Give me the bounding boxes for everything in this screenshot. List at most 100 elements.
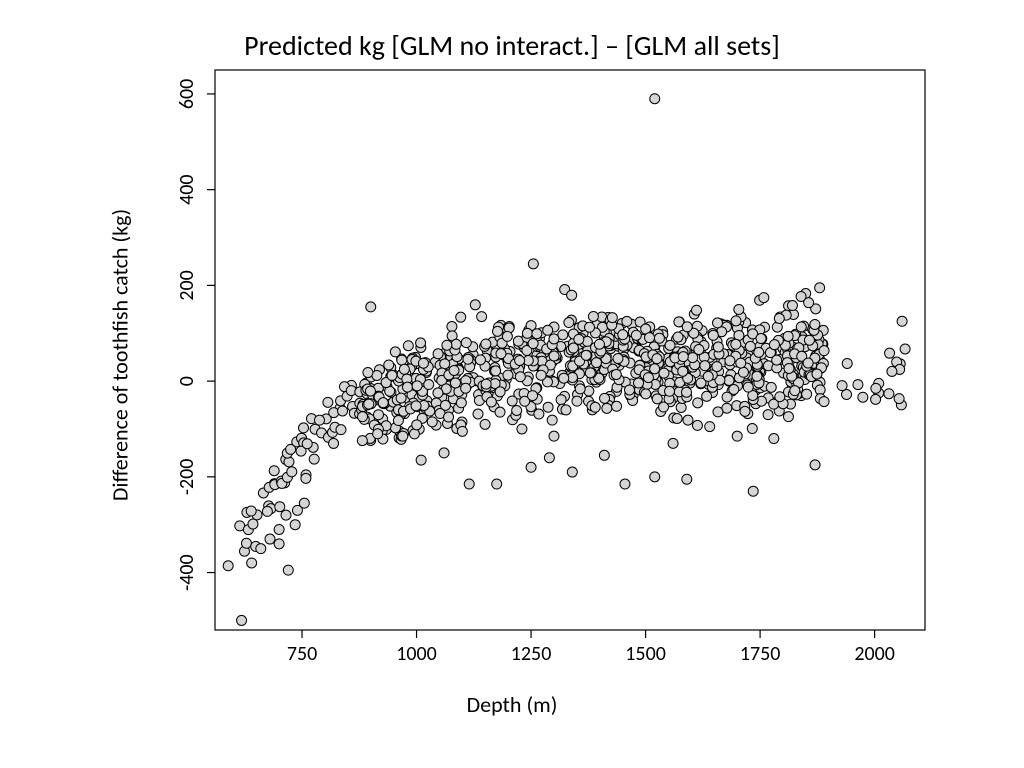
data-point — [532, 329, 542, 339]
data-point — [399, 364, 409, 374]
data-point — [515, 372, 525, 382]
data-point — [772, 355, 782, 365]
data-point — [796, 322, 806, 332]
data-point — [745, 341, 755, 351]
data-point — [611, 369, 621, 379]
data-point — [625, 385, 635, 395]
data-point — [740, 406, 750, 416]
data-point — [725, 356, 735, 366]
data-point — [416, 338, 426, 348]
data-point — [568, 343, 578, 353]
data-point — [734, 304, 744, 314]
data-point — [787, 301, 797, 311]
data-point — [366, 302, 376, 312]
data-point — [736, 358, 746, 368]
data-point — [503, 370, 513, 380]
data-point — [461, 338, 471, 348]
data-point — [299, 423, 309, 433]
data-point — [433, 349, 443, 359]
data-point — [804, 298, 814, 308]
data-point — [390, 347, 400, 357]
data-point — [544, 453, 554, 463]
data-point — [517, 424, 527, 434]
data-point — [223, 561, 233, 571]
data-point — [409, 429, 419, 439]
data-point — [456, 312, 466, 322]
data-point — [738, 367, 748, 377]
data-point — [641, 389, 651, 399]
data-point — [784, 363, 794, 373]
data-point — [274, 539, 284, 549]
data-point — [803, 358, 813, 368]
data-point — [654, 333, 664, 343]
data-point — [416, 455, 426, 465]
data-point — [534, 409, 544, 419]
svg-text:-400: -400 — [175, 554, 199, 591]
data-point — [700, 361, 710, 371]
data-point — [336, 425, 346, 435]
data-point — [743, 382, 753, 392]
data-point — [884, 389, 894, 399]
data-point — [512, 406, 522, 416]
data-point — [900, 344, 910, 354]
data-point — [507, 396, 517, 406]
data-point — [754, 347, 764, 357]
data-point — [612, 401, 622, 411]
data-point — [683, 415, 693, 425]
data-point — [713, 342, 723, 352]
data-point — [528, 391, 538, 401]
data-point — [528, 259, 538, 269]
data-point — [708, 330, 718, 340]
plot-svg: 75010001250150017502000-400-200020040060… — [0, 0, 1024, 768]
data-point — [819, 346, 829, 356]
data-point — [634, 378, 644, 388]
data-point — [650, 472, 660, 482]
data-point — [491, 366, 501, 376]
data-point — [480, 419, 490, 429]
data-point — [440, 359, 450, 369]
data-point — [665, 386, 675, 396]
data-point — [729, 385, 739, 395]
data-point — [567, 467, 577, 477]
data-point — [492, 479, 502, 489]
svg-text:1250: 1250 — [511, 642, 552, 666]
data-point — [665, 340, 675, 350]
data-point — [763, 410, 773, 420]
data-point — [858, 392, 868, 402]
data-point — [442, 340, 452, 350]
data-point — [365, 386, 375, 396]
data-point — [682, 474, 692, 484]
data-point — [673, 332, 683, 342]
data-point — [397, 355, 407, 365]
svg-text:1750: 1750 — [740, 642, 781, 666]
data-point — [724, 375, 734, 385]
data-point — [622, 316, 632, 326]
data-point — [547, 415, 557, 425]
data-point — [396, 393, 406, 403]
data-point — [572, 396, 582, 406]
data-point — [567, 290, 577, 300]
data-point — [281, 510, 291, 520]
data-point — [885, 348, 895, 358]
data-point — [607, 313, 617, 323]
data-point — [463, 354, 473, 364]
data-point — [536, 370, 546, 380]
svg-text:750: 750 — [287, 642, 317, 666]
data-point — [645, 333, 655, 343]
data-point — [812, 369, 822, 379]
data-point — [588, 311, 598, 321]
data-point — [439, 448, 449, 458]
data-point — [481, 339, 491, 349]
data-point — [496, 349, 506, 359]
data-point — [650, 94, 660, 104]
data-point — [703, 371, 713, 381]
data-point — [705, 422, 715, 432]
svg-text:1000: 1000 — [396, 642, 437, 666]
svg-text:200: 200 — [175, 270, 199, 300]
data-point — [470, 300, 480, 310]
data-point — [652, 354, 662, 364]
svg-text:-200: -200 — [175, 459, 199, 496]
data-point — [676, 402, 686, 412]
data-point — [486, 397, 496, 407]
data-point — [543, 325, 553, 335]
